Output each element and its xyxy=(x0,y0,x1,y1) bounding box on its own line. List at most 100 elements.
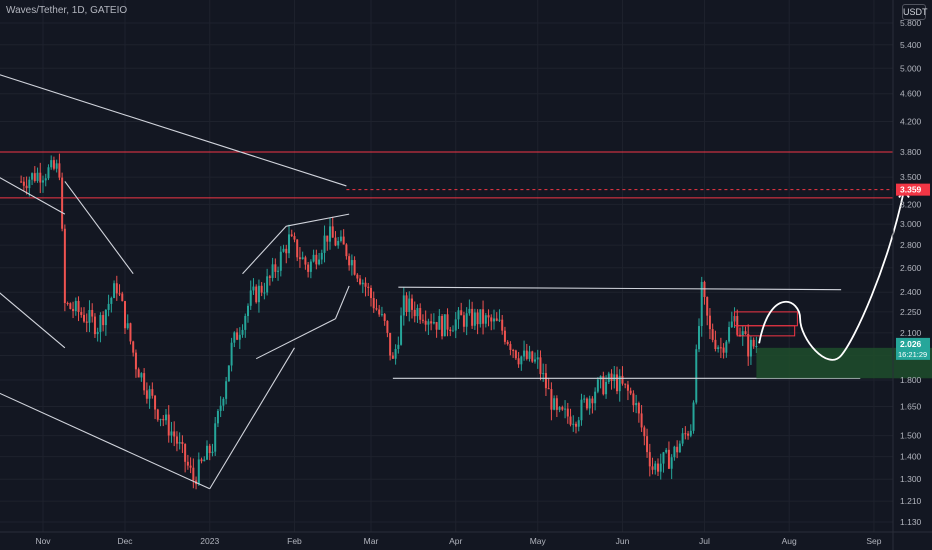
candle-body xyxy=(72,308,75,312)
countdown-label: 16:21:29 xyxy=(898,350,927,359)
candle-body xyxy=(159,419,162,421)
candle-body xyxy=(755,346,758,348)
candle-body xyxy=(66,302,69,304)
candle-body xyxy=(307,264,310,272)
candle-body xyxy=(233,332,236,343)
range-top-line xyxy=(398,286,842,291)
candle-body xyxy=(419,308,422,320)
x-tick-label: Feb xyxy=(287,536,302,546)
candle-body xyxy=(47,167,50,179)
candle-body xyxy=(681,433,684,444)
candle-body xyxy=(301,257,304,260)
candle-body xyxy=(260,285,263,293)
candle-body xyxy=(531,351,534,362)
candle-body xyxy=(550,389,553,410)
candle-body xyxy=(370,287,372,299)
candle-body xyxy=(345,244,348,257)
currency-button[interactable]: USDT xyxy=(902,4,928,20)
candle-body xyxy=(326,235,329,242)
y-tick-label: 5.800 xyxy=(900,18,922,28)
candle-body xyxy=(359,278,362,285)
candle-body xyxy=(651,466,654,470)
candle-body xyxy=(520,356,523,365)
candle-body xyxy=(670,457,673,469)
candle-body xyxy=(61,177,64,229)
candle-body xyxy=(493,318,495,322)
candle-body xyxy=(331,226,334,238)
y-tick-label: 2.250 xyxy=(900,307,922,317)
candle-body xyxy=(446,314,449,330)
candle-body xyxy=(752,339,755,347)
x-tick-label: Dec xyxy=(117,536,133,546)
trend-line xyxy=(286,213,350,227)
candle-body xyxy=(96,331,99,335)
candle-body xyxy=(468,308,471,314)
candle-body xyxy=(129,323,132,342)
y-tick-label: 3.200 xyxy=(900,199,922,209)
candle-body xyxy=(700,281,703,327)
candle-body xyxy=(547,388,550,390)
candle-body xyxy=(490,317,493,322)
candle-body xyxy=(719,347,722,349)
candle-body xyxy=(200,459,203,462)
candle-body xyxy=(646,436,649,453)
candle-body xyxy=(350,260,353,266)
candle-body xyxy=(421,319,424,321)
candle-body xyxy=(662,452,665,464)
candle-body xyxy=(285,248,288,254)
candle-body xyxy=(312,254,315,262)
candle-body xyxy=(118,293,121,295)
candle-body xyxy=(626,384,629,391)
y-tick-label: 2.600 xyxy=(900,263,922,273)
candle-body xyxy=(225,381,228,399)
candle-body xyxy=(539,357,542,375)
candle-body xyxy=(523,350,526,357)
candle-body xyxy=(555,398,558,410)
candle-body xyxy=(495,318,498,321)
candle-body xyxy=(457,310,460,320)
candle-body xyxy=(298,257,301,260)
candle-body xyxy=(178,441,181,444)
candle-body xyxy=(167,414,170,436)
candle-body xyxy=(268,276,271,278)
candle-body xyxy=(140,373,143,378)
candle-body xyxy=(329,226,331,242)
y-tick-label: 4.600 xyxy=(900,89,922,99)
candle-body xyxy=(730,321,733,328)
candle-body xyxy=(356,274,359,279)
y-tick-label: 1.300 xyxy=(900,474,922,484)
candle-body xyxy=(498,319,501,321)
candle-body xyxy=(148,389,151,399)
candle-body xyxy=(482,309,485,324)
candle-body xyxy=(427,321,430,325)
candle-body xyxy=(58,163,61,178)
candle-body xyxy=(211,451,214,454)
candle-body xyxy=(296,239,299,258)
candle-body xyxy=(411,298,413,310)
candle-body xyxy=(659,463,662,472)
candle-body xyxy=(637,403,640,414)
candle-body xyxy=(378,309,381,315)
candle-body xyxy=(50,160,53,168)
trend-line xyxy=(64,181,134,275)
candle-body xyxy=(315,254,318,265)
candle-body xyxy=(569,416,572,425)
candle-body xyxy=(323,235,326,253)
candle-body xyxy=(588,398,591,409)
candle-body xyxy=(503,330,506,342)
x-tick-label: Sep xyxy=(866,536,881,546)
candle-body xyxy=(594,391,597,404)
candle-body xyxy=(25,185,28,189)
candle-body xyxy=(643,427,646,437)
candle-body xyxy=(714,339,717,350)
candle-body xyxy=(695,349,698,403)
candle-body xyxy=(339,236,342,241)
last-price-tag: 2.026 xyxy=(900,339,922,349)
candle-body xyxy=(542,373,545,375)
candle-body xyxy=(104,309,107,326)
candle-body xyxy=(741,331,744,336)
candle-body xyxy=(162,419,165,421)
candle-body xyxy=(728,327,731,342)
